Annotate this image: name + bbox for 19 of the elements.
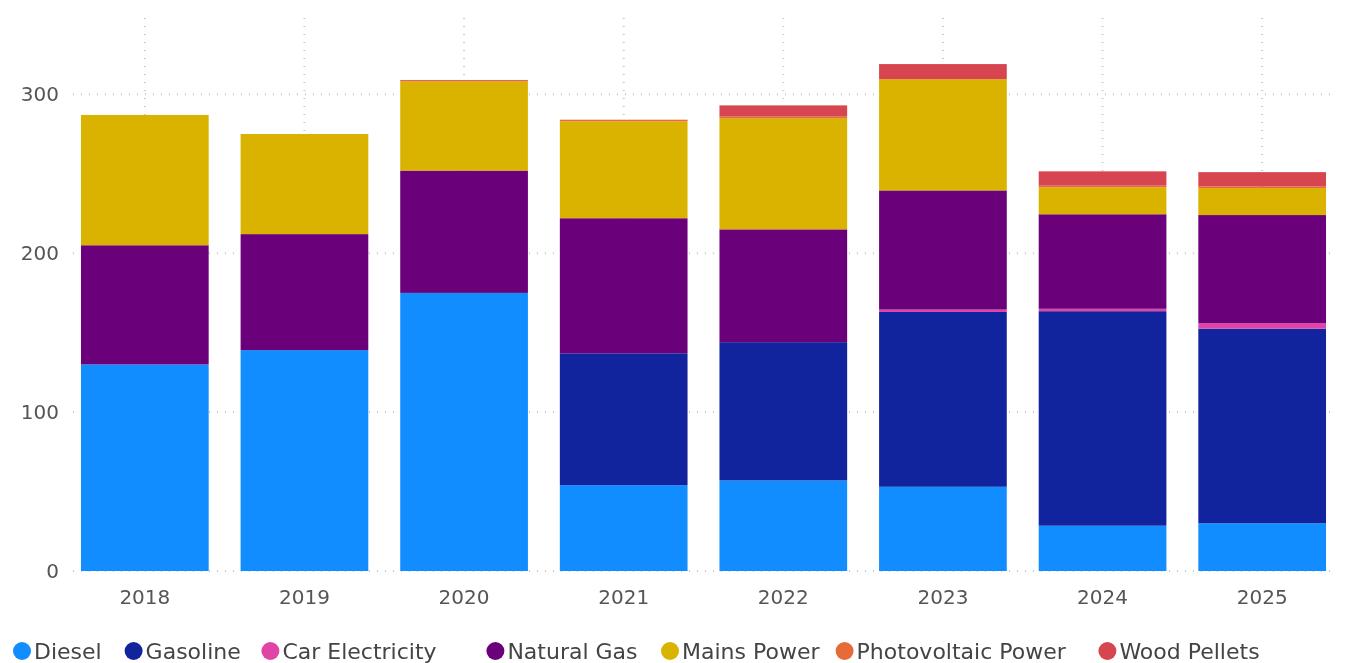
legend-label: Photovoltaic Power — [856, 639, 1067, 663]
x-tick-label: 2023 — [917, 585, 969, 609]
y-tick-label: 300 — [20, 82, 59, 107]
x-tick-label: 2022 — [757, 585, 809, 609]
x-tick-label: 2018 — [119, 585, 171, 609]
x-tick-label: 2020 — [438, 585, 490, 609]
y-tick-label: 0 — [46, 559, 59, 583]
y-tick-label: 200 — [20, 241, 59, 266]
legend-label: Gasoline — [145, 639, 241, 663]
x-tick-label: 2024 — [1077, 585, 1128, 609]
x-tick-label: 2019 — [279, 585, 330, 609]
legend-label: Wood Pellets — [1119, 639, 1260, 663]
y-tick-label: 100 — [20, 400, 59, 425]
legend-label: Car Electricity — [282, 639, 437, 663]
x-tick-label: 2025 — [1236, 585, 1288, 609]
legend-label: Mains Power — [682, 639, 821, 663]
legend-label: Diesel — [34, 639, 102, 663]
legend-label: Natural Gas — [507, 639, 638, 663]
x-tick-label: 2021 — [598, 585, 650, 609]
